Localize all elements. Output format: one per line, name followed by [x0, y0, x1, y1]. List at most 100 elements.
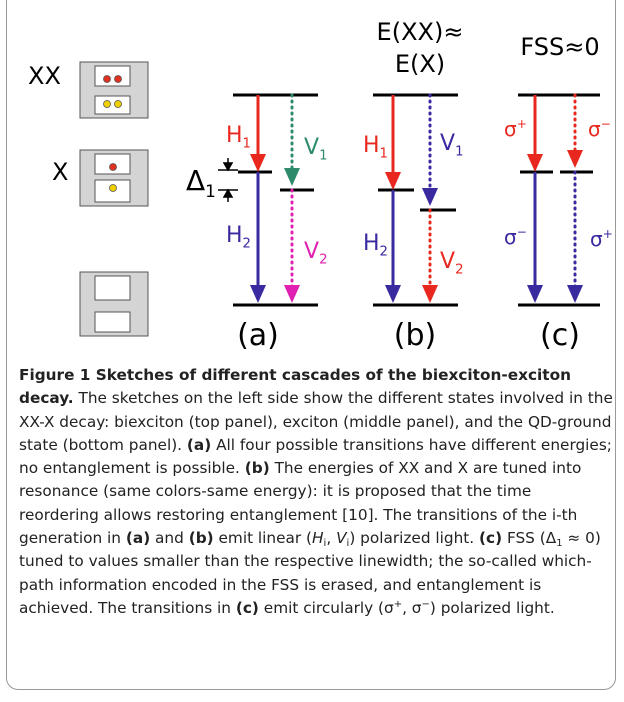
- caption-run: ≈ 0) tuned to values smaller than the re…: [19, 529, 601, 617]
- label-sub: 2: [380, 245, 388, 260]
- caption-run: H: [312, 529, 324, 548]
- arrow-head: [567, 150, 583, 168]
- arrow-head: [422, 188, 438, 206]
- caption-run: i: [346, 538, 350, 550]
- label: H2: [226, 223, 251, 252]
- label-base: V: [304, 239, 319, 264]
- caption-run: emit linear (: [213, 529, 313, 548]
- label: Δ1: [186, 164, 216, 201]
- caption-run: The sketches on the left side show the d…: [19, 389, 613, 454]
- arrow-head: [284, 168, 300, 186]
- label-base: H: [363, 231, 380, 256]
- caption-run: ,: [326, 529, 337, 548]
- label-base: σ: [590, 227, 603, 251]
- arrow-head: [527, 285, 543, 303]
- arrow-head: [567, 285, 583, 303]
- caption-run: , σ: [402, 598, 422, 617]
- transition-arrow: [527, 172, 543, 303]
- caption-run: (a): [125, 529, 151, 548]
- transition-arrow: [284, 188, 300, 303]
- arrow-head: [250, 285, 266, 303]
- arrow-head: [284, 285, 300, 303]
- caption-run: and: [150, 529, 189, 548]
- label-base: H: [226, 123, 243, 148]
- label: V1: [440, 131, 463, 160]
- caption-run: 1: [556, 538, 563, 550]
- panel-title: E(XX)≈: [377, 18, 464, 46]
- transition-arrow: [284, 93, 300, 186]
- label: V2: [304, 239, 327, 268]
- label: V2: [440, 249, 463, 278]
- label-sup: +: [517, 117, 527, 131]
- state-label: XX: [28, 62, 61, 90]
- caption-run: (c): [479, 529, 503, 548]
- caption-run: +: [393, 598, 403, 610]
- arrow-head: [385, 285, 401, 303]
- transition-arrow: [422, 93, 438, 206]
- arrow-head: [527, 154, 543, 172]
- caption-run: All four possible transitions have diffe…: [19, 435, 612, 478]
- label-base: H: [363, 133, 380, 158]
- label-sub: 1: [205, 181, 216, 201]
- label-sub: 2: [243, 237, 251, 252]
- label-sup: −: [517, 225, 527, 239]
- figure-frame: [6, 0, 616, 690]
- caption-run: emit circularly (σ: [258, 598, 394, 617]
- caption-run: ) polarized light.: [349, 529, 480, 548]
- arrow-head: [422, 285, 438, 303]
- caption-run: Figure 1 Sketches of different cascades …: [19, 366, 571, 408]
- caption-run: (c): [235, 598, 259, 617]
- label: H1: [363, 133, 388, 162]
- label-sup: +: [603, 227, 613, 241]
- caption-run: (b): [188, 529, 214, 548]
- arrow-head: [250, 154, 266, 172]
- caption-run: ) polarized light.: [429, 598, 555, 617]
- caption: Figure 1 Sketches of different cascades …: [19, 364, 615, 620]
- transition-arrow: [385, 95, 401, 190]
- state-panel: [79, 61, 149, 337]
- label: σ+: [590, 227, 613, 251]
- label-sub: 1: [380, 147, 388, 162]
- transition-arrow: [422, 208, 438, 303]
- transition-arrow: [567, 170, 583, 303]
- label-base: V: [440, 249, 455, 274]
- caption-run: −: [421, 598, 430, 610]
- caption-run: (b): [244, 459, 270, 478]
- caption-run: (a): [186, 435, 212, 454]
- caption-run: V: [336, 529, 347, 548]
- carriers: [103, 75, 122, 192]
- label-base: H: [226, 223, 243, 248]
- label-sub: 1: [319, 149, 327, 164]
- label-sup: −: [601, 117, 611, 131]
- caption-run: The energies of XX and X are tuned into …: [19, 459, 582, 548]
- panel-title: E(X): [395, 50, 445, 78]
- panel-label: (c): [540, 318, 580, 353]
- label-base: Δ: [186, 164, 205, 197]
- label-base: σ: [504, 225, 517, 249]
- label-base: V: [304, 135, 319, 160]
- label-sub: 2: [455, 263, 463, 278]
- label: σ+: [504, 117, 527, 141]
- state-label: X: [52, 158, 68, 186]
- panel-title: FSS≈0: [520, 33, 599, 61]
- label-base: V: [440, 131, 455, 156]
- transition-arrow: [250, 172, 266, 303]
- label-base: σ: [504, 117, 517, 141]
- label-sub: 1: [243, 137, 251, 152]
- label: σ−: [504, 225, 527, 249]
- label: σ−: [588, 117, 611, 141]
- transition-arrow: [527, 95, 543, 172]
- label: V1: [304, 135, 327, 164]
- transition-arrow: [385, 190, 401, 303]
- label: H1: [226, 123, 251, 152]
- caption-run: FSS (Δ: [502, 529, 557, 548]
- transition-arrow: [250, 95, 266, 172]
- label-sub: 2: [319, 253, 327, 268]
- panel-label: (a): [237, 318, 279, 353]
- caption-run: i: [323, 538, 327, 550]
- delta-marker: [218, 158, 238, 202]
- arrow-head: [385, 172, 401, 190]
- label-base: σ: [588, 117, 601, 141]
